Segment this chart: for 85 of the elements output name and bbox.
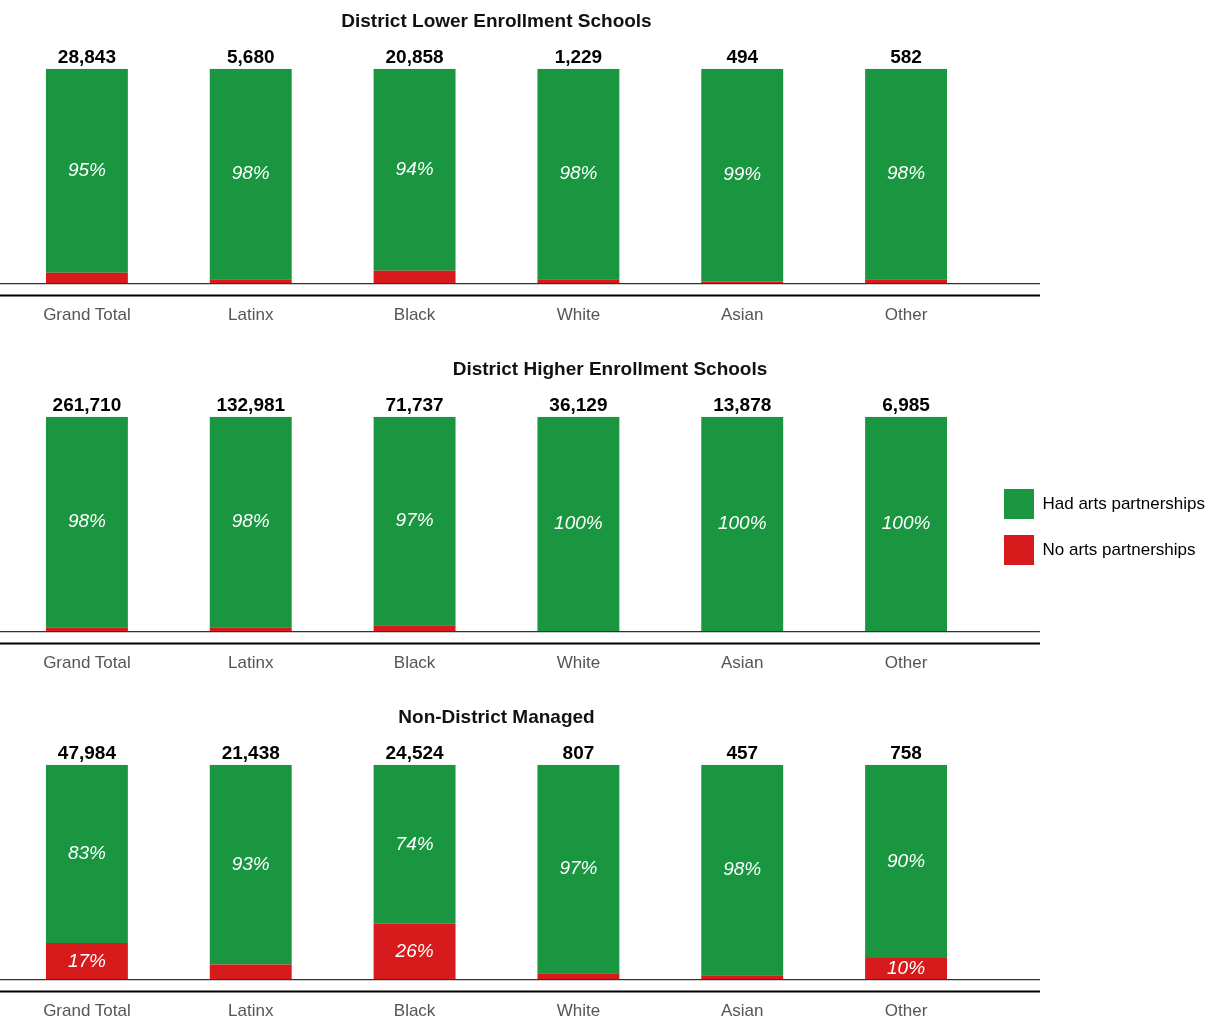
chart-title: Non-District Managed bbox=[398, 705, 595, 727]
bar bbox=[865, 764, 948, 959]
annotation: 71,737 bbox=[385, 393, 444, 415]
data-label: 90% bbox=[887, 849, 926, 871]
bar bbox=[537, 973, 620, 980]
data-label: 99% bbox=[723, 163, 762, 185]
bar bbox=[45, 272, 128, 284]
chart-title: District Higher Enrollment Schools bbox=[452, 357, 768, 379]
x-tick-label: Asian bbox=[720, 653, 764, 673]
annotation: 132,981 bbox=[216, 393, 286, 415]
bar bbox=[45, 68, 128, 273]
annotation: 28,843 bbox=[57, 45, 116, 67]
data-label: 98% bbox=[559, 162, 598, 184]
data-label: 100% bbox=[554, 512, 603, 534]
x-tick-label: Grand Total bbox=[43, 653, 131, 673]
bar bbox=[209, 68, 292, 280]
x-tick-label: Asian bbox=[720, 1001, 764, 1021]
bar bbox=[209, 764, 292, 965]
data-label: 10% bbox=[887, 957, 926, 979]
annotation: 47,984 bbox=[57, 741, 117, 763]
data-label: 98% bbox=[231, 510, 270, 532]
bar bbox=[373, 923, 456, 980]
bar bbox=[373, 764, 456, 924]
bar bbox=[373, 68, 456, 271]
data-label: 98% bbox=[67, 510, 107, 532]
bar bbox=[865, 68, 948, 280]
bar bbox=[701, 764, 784, 976]
annotation: 36,129 bbox=[549, 393, 608, 415]
x-tick-label: White bbox=[556, 305, 601, 325]
bar bbox=[701, 975, 784, 980]
x-tick-label: Black bbox=[393, 1001, 436, 1021]
annotation: 807 bbox=[562, 741, 595, 763]
x-tick-label: White bbox=[556, 1001, 601, 1021]
data-label: 98% bbox=[887, 162, 926, 184]
data-label: 26% bbox=[394, 939, 434, 961]
annotation: 6,985 bbox=[882, 393, 931, 415]
x-tick-label: Grand Total bbox=[43, 1001, 131, 1021]
x-tick-label: White bbox=[556, 653, 601, 673]
bar bbox=[373, 270, 456, 284]
data-label: 100% bbox=[881, 512, 931, 534]
data-label: 97% bbox=[395, 509, 434, 531]
data-label: 100% bbox=[717, 512, 767, 534]
x-tick-label: Black bbox=[393, 305, 436, 325]
annotation: 582 bbox=[890, 45, 922, 67]
annotation: 758 bbox=[890, 741, 922, 763]
annotation: 457 bbox=[726, 741, 759, 763]
x-tick-label: Other bbox=[884, 305, 928, 325]
x-tick-label: Latinx bbox=[228, 1001, 274, 1021]
annotation: 261,710 bbox=[52, 393, 122, 415]
bar bbox=[537, 68, 620, 280]
bar bbox=[209, 964, 292, 980]
x-tick-label: Latinx bbox=[228, 305, 274, 325]
annotation: 13,878 bbox=[713, 393, 772, 415]
legend-label: Had arts partnerships bbox=[1042, 493, 1206, 513]
annotation: 5,680 bbox=[226, 45, 275, 67]
data-label: 83% bbox=[67, 842, 107, 864]
chart-title: District Lower Enrollment Schools bbox=[341, 9, 652, 31]
data-label: 93% bbox=[231, 852, 270, 874]
data-label: 97% bbox=[559, 857, 598, 879]
legend-label: No arts partnerships bbox=[1042, 539, 1196, 559]
data-label: 17% bbox=[67, 949, 107, 971]
bar bbox=[701, 68, 784, 282]
bar bbox=[865, 279, 948, 284]
annotation: 494 bbox=[726, 45, 759, 67]
annotation: 24,524 bbox=[385, 741, 445, 763]
x-tick-label: Black bbox=[393, 653, 436, 673]
bar bbox=[45, 764, 128, 944]
x-tick-label: Other bbox=[884, 1001, 928, 1021]
x-tick-label: Grand Total bbox=[43, 305, 131, 325]
x-tick-label: Asian bbox=[720, 305, 764, 325]
data-label: 98% bbox=[231, 162, 270, 184]
data-label: 94% bbox=[395, 158, 434, 180]
x-tick-label: Other bbox=[884, 653, 928, 673]
annotation: 1,229 bbox=[554, 45, 603, 67]
annotation: 21,438 bbox=[221, 741, 280, 763]
x-tick-label: Latinx bbox=[228, 653, 274, 673]
bar bbox=[209, 279, 292, 284]
bar bbox=[537, 764, 620, 974]
data-label: 74% bbox=[395, 832, 434, 854]
annotation: 20,858 bbox=[385, 45, 444, 67]
bar bbox=[701, 281, 784, 284]
data-label: 98% bbox=[723, 858, 762, 880]
bar bbox=[45, 943, 128, 980]
bar bbox=[537, 279, 620, 284]
data-label: 95% bbox=[67, 159, 107, 181]
